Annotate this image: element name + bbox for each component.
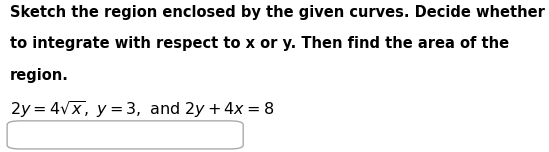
Text: to integrate with respect to x or y. Then find the area of the: to integrate with respect to x or y. The…: [10, 36, 509, 52]
Text: region.: region.: [10, 68, 69, 83]
FancyBboxPatch shape: [7, 121, 243, 149]
Text: Sketch the region enclosed by the given curves. Decide whether: Sketch the region enclosed by the given …: [10, 5, 545, 20]
Text: $2y = 4\sqrt{x},\ y = 3,\ \text{and}\ 2y + 4x = 8$: $2y = 4\sqrt{x},\ y = 3,\ \text{and}\ 2y…: [10, 99, 274, 120]
